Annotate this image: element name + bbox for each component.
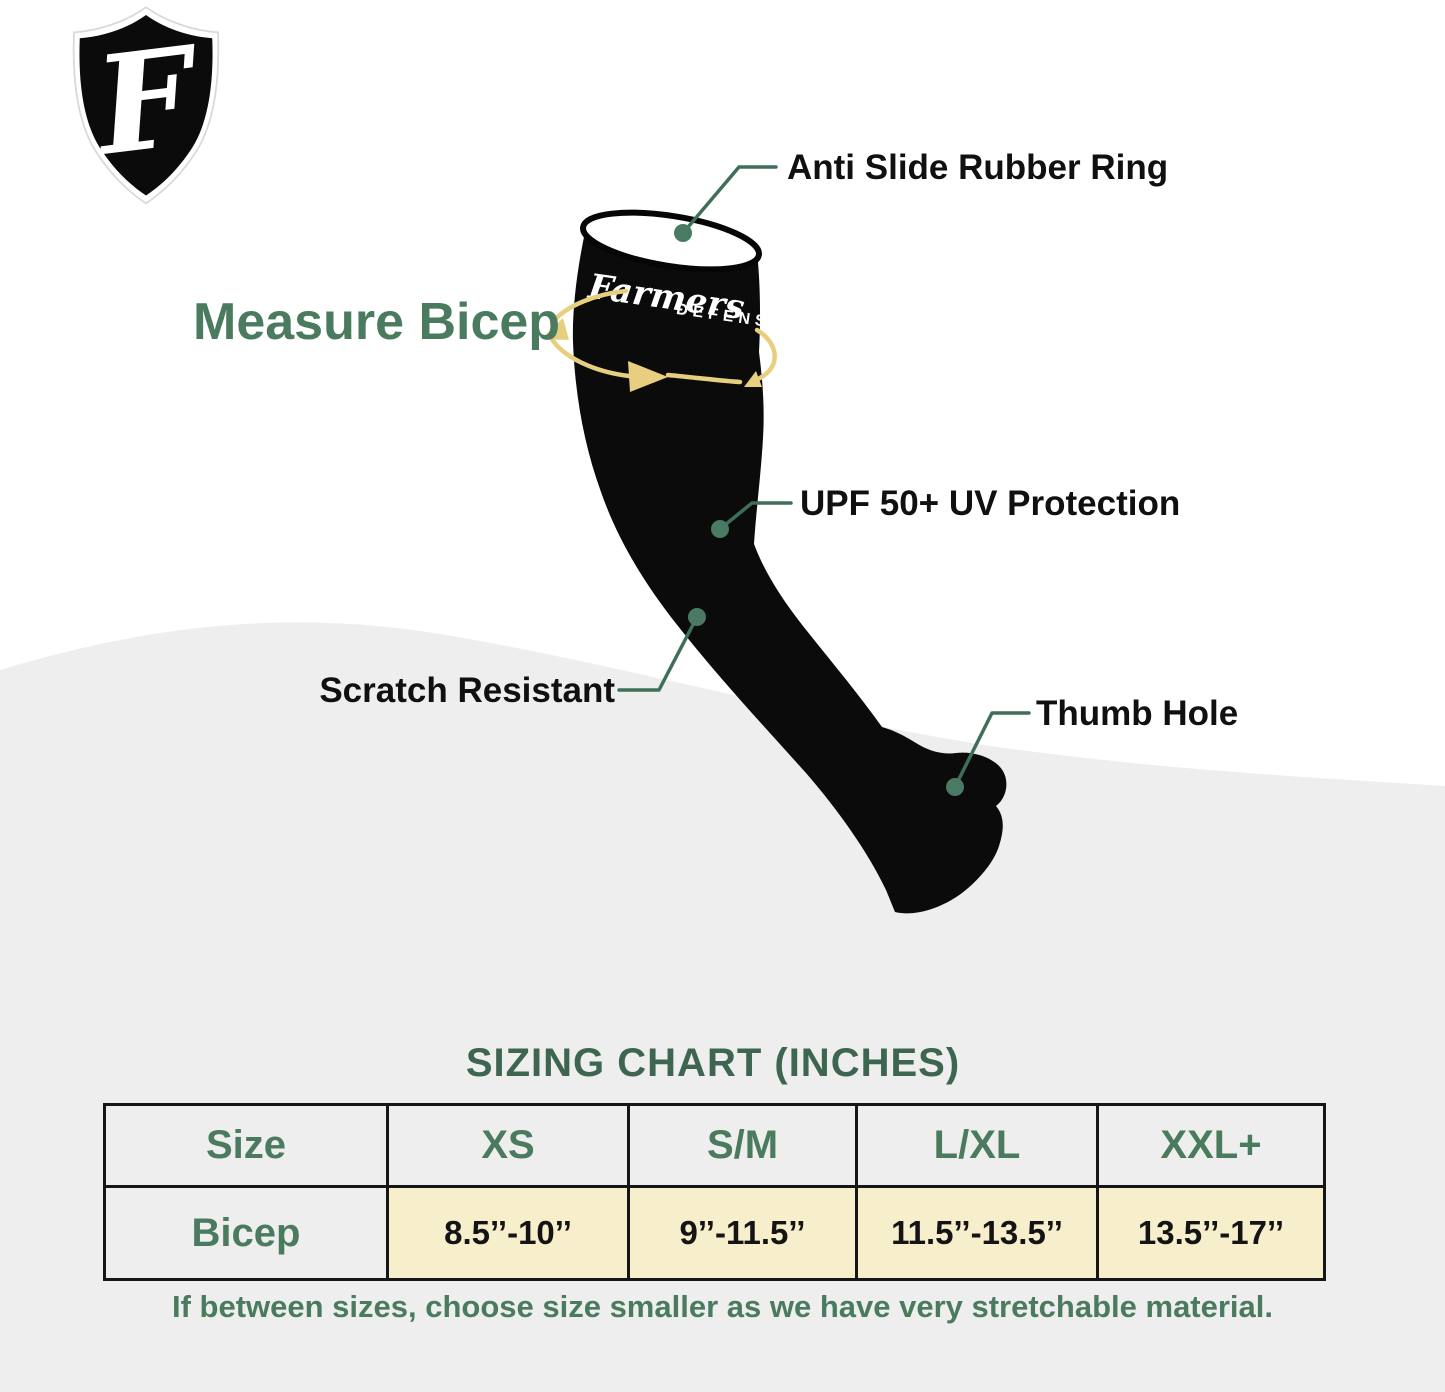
sizing-table-container: Size XS S/M L/XL XXL+ Bicep 8.5’’-10’’ 9… [103,1103,1326,1281]
sizing-value-xs: 8.5’’-10’’ [386,1185,630,1281]
arm-sleeve-graphic [572,232,1007,914]
leader-dot-thumb [946,778,964,796]
tape-right-arrowhead [744,371,762,387]
leader-lines [617,165,1031,789]
sizing-note: If between sizes, choose size smaller as… [171,1289,1274,1324]
brand-shield-logo: F [72,6,220,205]
sizing-bicep-row: Bicep 8.5’’-10’’ 9’’-11.5’’ 11.5’’-13.5’… [103,1185,1326,1281]
sizing-value-xxl: 13.5’’-17’’ [1096,1185,1326,1281]
leader-dot-anti-slide [674,224,692,242]
leader-dot-upf [711,520,729,538]
sizing-value-sm: 9’’-11.5’’ [627,1185,858,1281]
measuring-tape-arrows [541,288,777,392]
callout-thumb-hole-label: Thumb Hole [1036,694,1239,733]
callout-scratch-resistant-label: Scratch Resistant [319,671,615,710]
tape-bottom-arc-right [665,372,743,385]
leader-dots [674,224,964,796]
leader-line-anti-slide [681,165,778,235]
shield-body [79,15,213,196]
sizing-table: Size XS S/M L/XL XXL+ Bicep 8.5’’-10’’ 9… [103,1103,1326,1281]
callout-anti-slide-label: Anti Slide Rubber Ring [787,148,1169,187]
sizing-header-sm: S/M [627,1103,858,1188]
callout-upf-label: UPF 50+ UV Protection [800,484,1181,523]
sizing-header-xs: XS [386,1103,630,1188]
leader-dot-scratch [688,608,706,626]
sizing-header-lxl: L/XL [855,1103,1099,1188]
sizing-value-lxl: 11.5’’-13.5’’ [855,1185,1099,1281]
tape-left-arrowhead [541,318,569,340]
tape-bottom-arc [547,333,632,379]
sizing-header-size: Size [103,1103,389,1188]
tape-top-left-arc [549,288,629,326]
sizing-header-row: Size XS S/M L/XL XXL+ [103,1103,1326,1188]
sizing-chart-title: SIZING CHART (INCHES) [465,1041,961,1085]
leader-line-thumb [953,711,1031,789]
callout-measure-bicep-label: Measure Bicep [193,293,561,351]
leader-line-scratch [617,615,699,692]
sizing-row-label-bicep: Bicep [103,1185,389,1281]
tape-center-arrowhead [628,361,668,392]
tape-right-hook [751,327,777,384]
leader-line-upf [718,501,793,531]
sizing-header-xxl: XXL+ [1096,1103,1326,1188]
sleeve-opening [580,209,762,273]
